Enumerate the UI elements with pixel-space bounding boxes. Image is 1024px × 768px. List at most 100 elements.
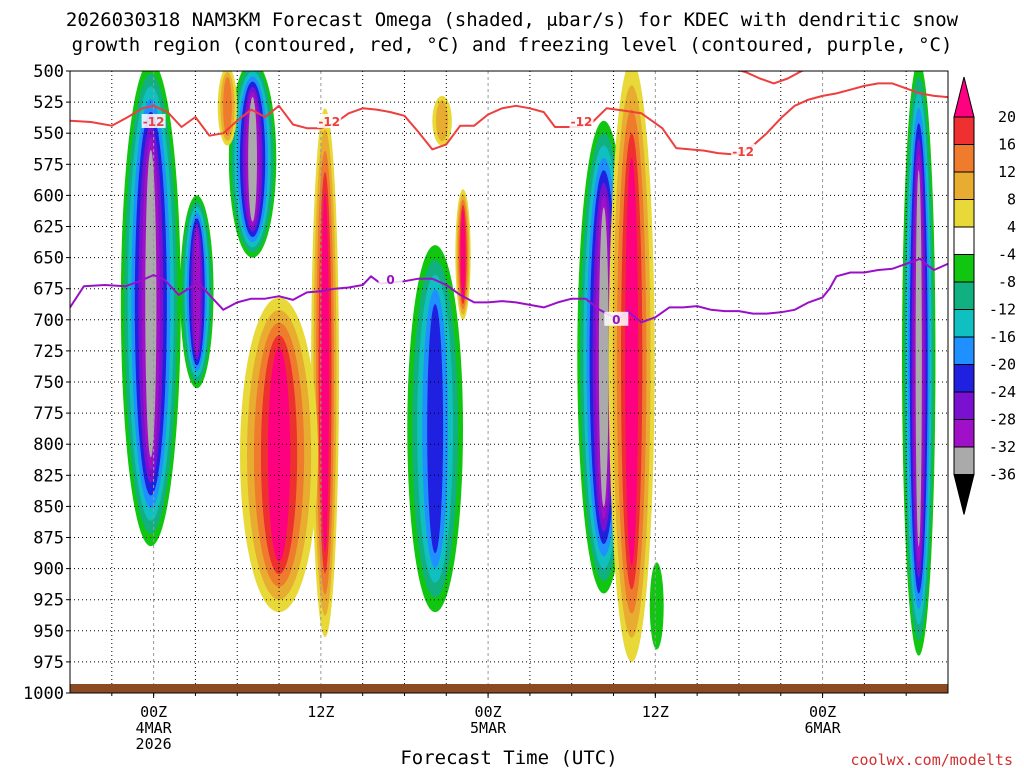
colorbar: 20 16 12 8 4 -4 -8 -12 -16 -20 -24 -28 -32 -36 xyxy=(953,76,1016,515)
dgz-contour-label-bg xyxy=(317,114,342,129)
y-tick-label: 800 xyxy=(33,435,64,455)
terrain-surface xyxy=(70,684,948,693)
x-tick-label: 6MAR xyxy=(805,719,842,737)
colorbar-band xyxy=(953,391,975,420)
x-tick-label: 00Z xyxy=(475,703,502,721)
dgz-contour-label: -12 xyxy=(143,115,165,129)
dgz-contour-label: -12 xyxy=(571,115,593,129)
y-tick-label: 975 xyxy=(33,653,64,673)
omega-cell xyxy=(407,245,464,613)
colorbar-tick-label: 8 xyxy=(1007,191,1016,209)
omega-cell xyxy=(455,189,471,320)
omega-level-band xyxy=(248,97,257,222)
freezing-level-line xyxy=(70,257,948,324)
omega-level-band xyxy=(915,169,922,547)
omega-cell xyxy=(240,297,319,613)
omega-level-band xyxy=(427,304,444,554)
colorbar-tick-label: 4 xyxy=(1007,218,1016,236)
y-tick-label: 925 xyxy=(33,591,64,611)
omega-level-band xyxy=(145,149,157,458)
omega-level-band xyxy=(193,229,201,354)
dgz-contour-label-bg xyxy=(731,143,756,158)
freezing-contour-label: 0 xyxy=(612,313,620,327)
dgz-contour-line xyxy=(70,82,948,156)
colorbar-band xyxy=(953,309,975,338)
y-tick-label: 900 xyxy=(33,560,64,580)
x-tick-label: 00Z xyxy=(809,703,836,721)
colorbar-bottom-triangle xyxy=(953,474,975,515)
colorbar-band xyxy=(953,446,975,475)
y-tick-label: 500 xyxy=(33,62,64,82)
x-tick-label: 5MAR xyxy=(470,719,507,737)
omega-cell xyxy=(649,562,664,650)
colorbar-band xyxy=(953,419,975,448)
x-axis-label: Forecast Time (UTC) xyxy=(400,747,617,768)
colorbar-tick-label: -32 xyxy=(989,438,1016,456)
omega-level-band xyxy=(625,157,639,566)
credit-text: coolwx.com/modelts xyxy=(850,751,1013,768)
freezing-contour-label-bg xyxy=(604,311,629,326)
colorbar-band xyxy=(953,336,975,365)
omega-level-band xyxy=(436,100,449,142)
freezing-contour-label-bg xyxy=(378,271,403,286)
omega-level-band xyxy=(649,562,664,650)
y-tick-label: 950 xyxy=(33,622,64,642)
colorbar-tick-label: 20 xyxy=(998,108,1016,126)
y-tick-label: 850 xyxy=(33,497,64,517)
omega-level-band xyxy=(223,77,232,136)
colorbar-tick-label: -36 xyxy=(989,466,1016,484)
dgz-contour-label-bg xyxy=(569,114,594,129)
dgz-contour-label: -12 xyxy=(732,145,754,159)
y-tick-label: 550 xyxy=(33,124,64,144)
x-tick-label: 12Z xyxy=(642,703,669,721)
colorbar-tick-label: -20 xyxy=(989,356,1016,374)
x-tick-label: 4MAR xyxy=(136,719,173,737)
colorbar-tick-label: -8 xyxy=(998,273,1016,291)
y-tick-label: 875 xyxy=(33,529,64,549)
colorbar-band xyxy=(953,226,975,255)
y-tick-label: 725 xyxy=(33,342,64,362)
y-tick-label: 575 xyxy=(33,155,64,175)
chart-title-line2: growth region (contoured, red, °C) and f… xyxy=(72,34,953,56)
y-tick-label: 625 xyxy=(33,218,64,238)
omega-cell xyxy=(180,195,214,389)
colorbar-tick-label: -4 xyxy=(998,246,1016,264)
x-tick-label: 12Z xyxy=(307,703,334,721)
omega-cell xyxy=(902,71,936,656)
y-axis-ticks: 500 525 550 575 600 625 650 675 700 725 750 775 800 8… xyxy=(23,62,70,704)
y-tick-label: 600 xyxy=(33,186,64,206)
freezing-contour-label: 0 xyxy=(386,273,394,287)
dgz-contour-label-bg xyxy=(141,114,166,129)
omega-cell xyxy=(120,71,181,547)
colorbar-tick-label: 16 xyxy=(998,136,1016,154)
x-tick-label: 00Z xyxy=(140,703,167,721)
dgz-contour-label: -12 xyxy=(318,115,340,129)
dgz-contour-line-upper xyxy=(737,71,806,85)
y-tick-label: 650 xyxy=(33,249,64,269)
colorbar-tick-label: 12 xyxy=(998,163,1016,181)
colorbar-band xyxy=(953,144,975,173)
y-tick-label: 1000 xyxy=(23,684,64,704)
omega-cell xyxy=(217,71,238,146)
grid-lines xyxy=(70,70,948,694)
y-tick-label: 825 xyxy=(33,466,64,486)
omega-cell xyxy=(608,71,655,662)
colorbar-band xyxy=(953,364,975,393)
colorbar-tick-label: -12 xyxy=(989,301,1016,319)
omega-level-band xyxy=(460,210,466,299)
omega-level-band xyxy=(598,207,609,507)
y-tick-label: 675 xyxy=(33,280,64,300)
x-tick-label: 2026 xyxy=(136,735,172,753)
colorbar-tick-label: -24 xyxy=(989,383,1016,401)
omega-cell xyxy=(311,108,339,638)
terrain-strip xyxy=(70,684,948,693)
colorbar-tick-label: -28 xyxy=(989,411,1016,429)
colorbar-band xyxy=(953,116,975,145)
y-tick-label: 700 xyxy=(33,311,64,331)
omega-level-band xyxy=(321,193,330,553)
colorbar-band xyxy=(953,199,975,228)
colorbar-band xyxy=(953,281,975,310)
plot-area xyxy=(70,71,948,693)
y-tick-label: 775 xyxy=(33,404,64,424)
